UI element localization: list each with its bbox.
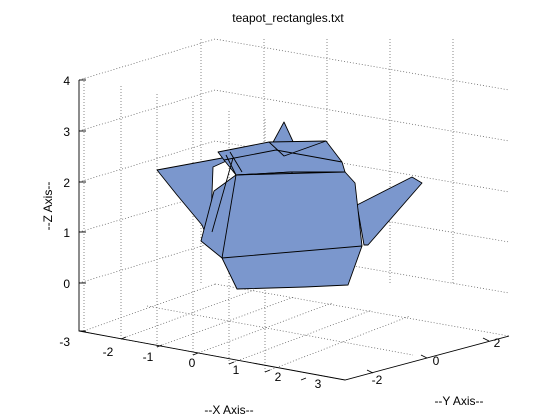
z-tick-label: 1 — [63, 226, 70, 240]
y-tick — [420, 354, 428, 359]
x-tick — [120, 336, 127, 340]
y-tick-label: -2 — [372, 373, 383, 387]
z-tick-label: 4 — [63, 74, 70, 88]
y-ticks: -2 0 2 — [366, 336, 501, 387]
teapot-edge — [221, 174, 237, 259]
z-tick-label: 3 — [63, 125, 70, 139]
y-tick — [482, 337, 490, 342]
teapot-spout — [356, 176, 423, 246]
teapot-surface — [156, 121, 423, 290]
teapot-lid — [217, 140, 346, 176]
teapot-edge — [221, 245, 363, 259]
x-tick — [192, 352, 199, 356]
z-tick-label: 2 — [63, 176, 70, 190]
teapot-edge — [223, 149, 343, 163]
x-tick — [300, 377, 307, 381]
teapot-edge — [235, 171, 346, 176]
x-tick-label: 0 — [189, 356, 196, 370]
x-tick — [156, 344, 163, 348]
teapot-body — [200, 171, 363, 290]
x-tick-label: -2 — [103, 345, 114, 359]
y-tick-label: 0 — [433, 354, 440, 368]
z-tick-label: -3 — [59, 335, 70, 349]
x-tick — [264, 369, 271, 373]
x-axis-label: --X Axis-- — [204, 403, 253, 417]
teapot-edge — [229, 151, 243, 173]
x-tick-label: 3 — [315, 377, 322, 391]
x-tick — [228, 361, 235, 365]
z-axis-label: --Z Axis-- — [41, 182, 55, 231]
teapot-edge — [211, 157, 234, 233]
y-tick-label: 2 — [494, 336, 501, 350]
y-tick — [366, 369, 374, 374]
x-tick-label: -1 — [143, 350, 154, 364]
chart-title: teapot_rectangles.txt — [232, 11, 344, 25]
x-ticks: -2 -1 0 1 2 3 — [103, 336, 322, 391]
x-tick-label: 1 — [233, 363, 240, 377]
y-axis-label: --Y Axis-- — [434, 394, 483, 408]
z-tick-label: 0 — [63, 277, 70, 291]
teapot-edge — [268, 140, 327, 157]
z-ticks: 4 3 2 1 0 -3 — [59, 74, 86, 349]
x-tick-label: 2 — [275, 370, 282, 384]
